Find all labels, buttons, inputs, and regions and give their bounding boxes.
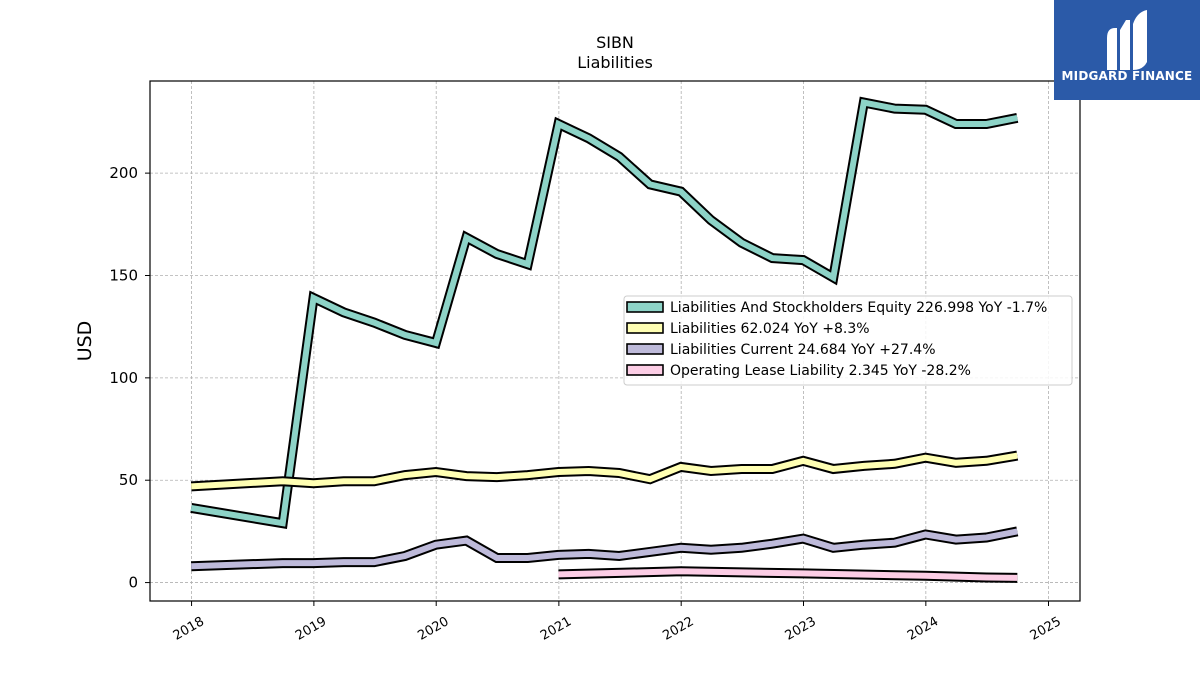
y-tick-label: 100 bbox=[109, 369, 138, 387]
series-line-1 bbox=[191, 452, 1018, 490]
series-line-2 bbox=[191, 528, 1018, 570]
x-tick-label: 2024 bbox=[905, 614, 941, 644]
legend-label: Liabilities 62.024 YoY +8.3% bbox=[670, 321, 870, 337]
chart-subtitle: Liabilities bbox=[577, 53, 653, 72]
legend-swatch bbox=[626, 364, 664, 376]
legend-label: Liabilities And Stockholders Equity 226.… bbox=[670, 300, 1047, 316]
legend-swatch bbox=[626, 343, 664, 355]
plot-frame bbox=[149, 80, 1081, 602]
y-tick-label: 150 bbox=[109, 266, 138, 284]
series-lines bbox=[190, 96, 1019, 583]
series-line-3 bbox=[558, 568, 1018, 581]
x-tick-label: 2020 bbox=[415, 614, 451, 644]
x-tick-label: 2021 bbox=[538, 614, 574, 644]
legend-swatch bbox=[626, 322, 664, 334]
y-tick-label: 50 bbox=[119, 471, 138, 489]
legend: Liabilities And Stockholders Equity 226.… bbox=[623, 295, 1073, 386]
y-tick-label: 200 bbox=[109, 164, 138, 182]
brand-logo-mark bbox=[1107, 10, 1147, 70]
y-axis-label: USD bbox=[74, 321, 96, 362]
x-tick-label: 2022 bbox=[660, 614, 696, 644]
brand-logo: MIDGARD FINANCE bbox=[1054, 0, 1200, 100]
legend-label: Liabilities Current 24.684 YoY +27.4% bbox=[670, 342, 936, 358]
brand-logo-text: MIDGARD FINANCE bbox=[1062, 69, 1193, 83]
series-line-0 bbox=[190, 98, 1018, 527]
y-tick-label: 0 bbox=[128, 574, 138, 592]
x-tick-label: 2019 bbox=[293, 614, 329, 644]
x-tick-label: 2025 bbox=[1028, 614, 1064, 644]
legend-box bbox=[623, 295, 1073, 386]
legend-label: Operating Lease Liability 2.345 YoY -28.… bbox=[670, 363, 971, 379]
chart-title: SIBN bbox=[596, 33, 634, 52]
x-tick-label: 2018 bbox=[171, 614, 207, 644]
legend-swatch bbox=[626, 301, 664, 313]
x-tick-label: 2023 bbox=[783, 614, 819, 644]
